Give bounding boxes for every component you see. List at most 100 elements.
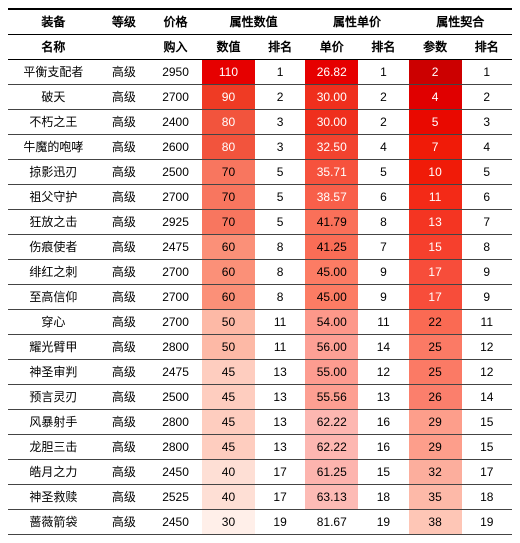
cell-value: 40 (202, 460, 255, 485)
cell-name: 风暴射手 (8, 410, 99, 435)
cell-grade: 高级 (99, 260, 149, 285)
cell-fit-rank: 17 (462, 460, 512, 485)
cell-price: 2500 (149, 385, 202, 410)
cell-uprice: 63.13 (305, 485, 358, 510)
table-row: 绯红之刺高级270060845.009179 (8, 260, 512, 285)
cell-price: 2700 (149, 285, 202, 310)
cell-name: 耀光臂甲 (8, 335, 99, 360)
cell-fit: 10 (409, 160, 462, 185)
cell-price: 2700 (149, 310, 202, 335)
table-row: 伤痕使者高级247560841.257158 (8, 235, 512, 260)
subcol-value: 数值 (202, 35, 255, 60)
cell-fit: 22 (409, 310, 462, 335)
cell-value: 70 (202, 185, 255, 210)
cell-name: 蔷薇箭袋 (8, 510, 99, 535)
cell-fit-rank: 2 (462, 85, 512, 110)
cell-uprice: 30.00 (305, 85, 358, 110)
col-header-price: 价格 (149, 9, 202, 35)
table-row: 至高信仰高级270060845.009179 (8, 285, 512, 310)
table-row: 掠影迅刃高级250070535.715105 (8, 160, 512, 185)
cell-price: 2500 (149, 160, 202, 185)
cell-grade: 高级 (99, 410, 149, 435)
cell-fit-rank: 7 (462, 210, 512, 235)
cell-value-rank: 3 (255, 135, 305, 160)
cell-fit-rank: 15 (462, 410, 512, 435)
table-row: 不朽之王高级240080330.00253 (8, 110, 512, 135)
cell-fit-rank: 12 (462, 335, 512, 360)
cell-value-rank: 11 (255, 335, 305, 360)
cell-price: 2800 (149, 435, 202, 460)
cell-price: 2700 (149, 260, 202, 285)
cell-name: 神圣审判 (8, 360, 99, 385)
cell-fit: 4 (409, 85, 462, 110)
cell-uprice: 45.00 (305, 285, 358, 310)
cell-uprice-rank: 13 (358, 385, 408, 410)
cell-uprice: 81.67 (305, 510, 358, 535)
cell-grade: 高级 (99, 285, 149, 310)
cell-value: 70 (202, 160, 255, 185)
subcol-name: 名称 (8, 35, 99, 60)
cell-value: 90 (202, 85, 255, 110)
cell-uprice: 30.00 (305, 110, 358, 135)
cell-value: 80 (202, 135, 255, 160)
cell-grade: 高级 (99, 510, 149, 535)
cell-fit-rank: 1 (462, 60, 512, 85)
cell-uprice-rank: 9 (358, 260, 408, 285)
cell-price: 2600 (149, 135, 202, 160)
cell-grade: 高级 (99, 385, 149, 410)
cell-grade: 高级 (99, 235, 149, 260)
table-body: 平衡支配者高级2950110126.82121破天高级270090230.002… (8, 60, 512, 535)
col-header-equipment: 装备 (8, 9, 99, 35)
subcol-fit-rank: 排名 (462, 35, 512, 60)
cell-value-rank: 17 (255, 485, 305, 510)
table-row: 耀光臂甲高级2800501156.00142512 (8, 335, 512, 360)
cell-value-rank: 19 (255, 510, 305, 535)
cell-price: 2400 (149, 110, 202, 135)
cell-value: 60 (202, 285, 255, 310)
table-row: 龙胆三击高级2800451362.22162915 (8, 435, 512, 460)
cell-value: 50 (202, 335, 255, 360)
cell-uprice-rank: 11 (358, 310, 408, 335)
cell-uprice: 61.25 (305, 460, 358, 485)
cell-fit-rank: 14 (462, 385, 512, 410)
cell-price: 2950 (149, 60, 202, 85)
cell-fit: 26 (409, 385, 462, 410)
cell-name: 伤痕使者 (8, 235, 99, 260)
cell-uprice-rank: 12 (358, 360, 408, 385)
cell-fit: 2 (409, 60, 462, 85)
col-header-attr-unitprice: 属性单价 (305, 9, 408, 35)
cell-fit-rank: 9 (462, 285, 512, 310)
cell-price: 2525 (149, 485, 202, 510)
cell-price: 2475 (149, 235, 202, 260)
cell-price: 2800 (149, 410, 202, 435)
cell-name: 穿心 (8, 310, 99, 335)
cell-fit: 13 (409, 210, 462, 235)
cell-uprice-rank: 7 (358, 235, 408, 260)
cell-grade: 高级 (99, 85, 149, 110)
cell-price: 2700 (149, 185, 202, 210)
cell-value: 45 (202, 385, 255, 410)
cell-value-rank: 13 (255, 435, 305, 460)
cell-value: 60 (202, 235, 255, 260)
subcol-value-rank: 排名 (255, 35, 305, 60)
cell-name: 掠影迅刃 (8, 160, 99, 185)
cell-fit: 17 (409, 260, 462, 285)
cell-uprice: 55.00 (305, 360, 358, 385)
subcol-uprice: 单价 (305, 35, 358, 60)
cell-name: 至高信仰 (8, 285, 99, 310)
col-header-attr-fit: 属性契合 (409, 9, 512, 35)
cell-price: 2450 (149, 510, 202, 535)
cell-uprice-rank: 5 (358, 160, 408, 185)
cell-fit: 29 (409, 410, 462, 435)
cell-name: 预言灵刃 (8, 385, 99, 410)
cell-name: 狂放之击 (8, 210, 99, 235)
cell-grade: 高级 (99, 310, 149, 335)
table-row: 穿心高级2700501154.00112211 (8, 310, 512, 335)
cell-fit: 29 (409, 435, 462, 460)
cell-value-rank: 2 (255, 85, 305, 110)
cell-grade: 高级 (99, 185, 149, 210)
cell-fit-rank: 4 (462, 135, 512, 160)
cell-fit-rank: 18 (462, 485, 512, 510)
cell-name: 皓月之力 (8, 460, 99, 485)
cell-value-rank: 13 (255, 385, 305, 410)
